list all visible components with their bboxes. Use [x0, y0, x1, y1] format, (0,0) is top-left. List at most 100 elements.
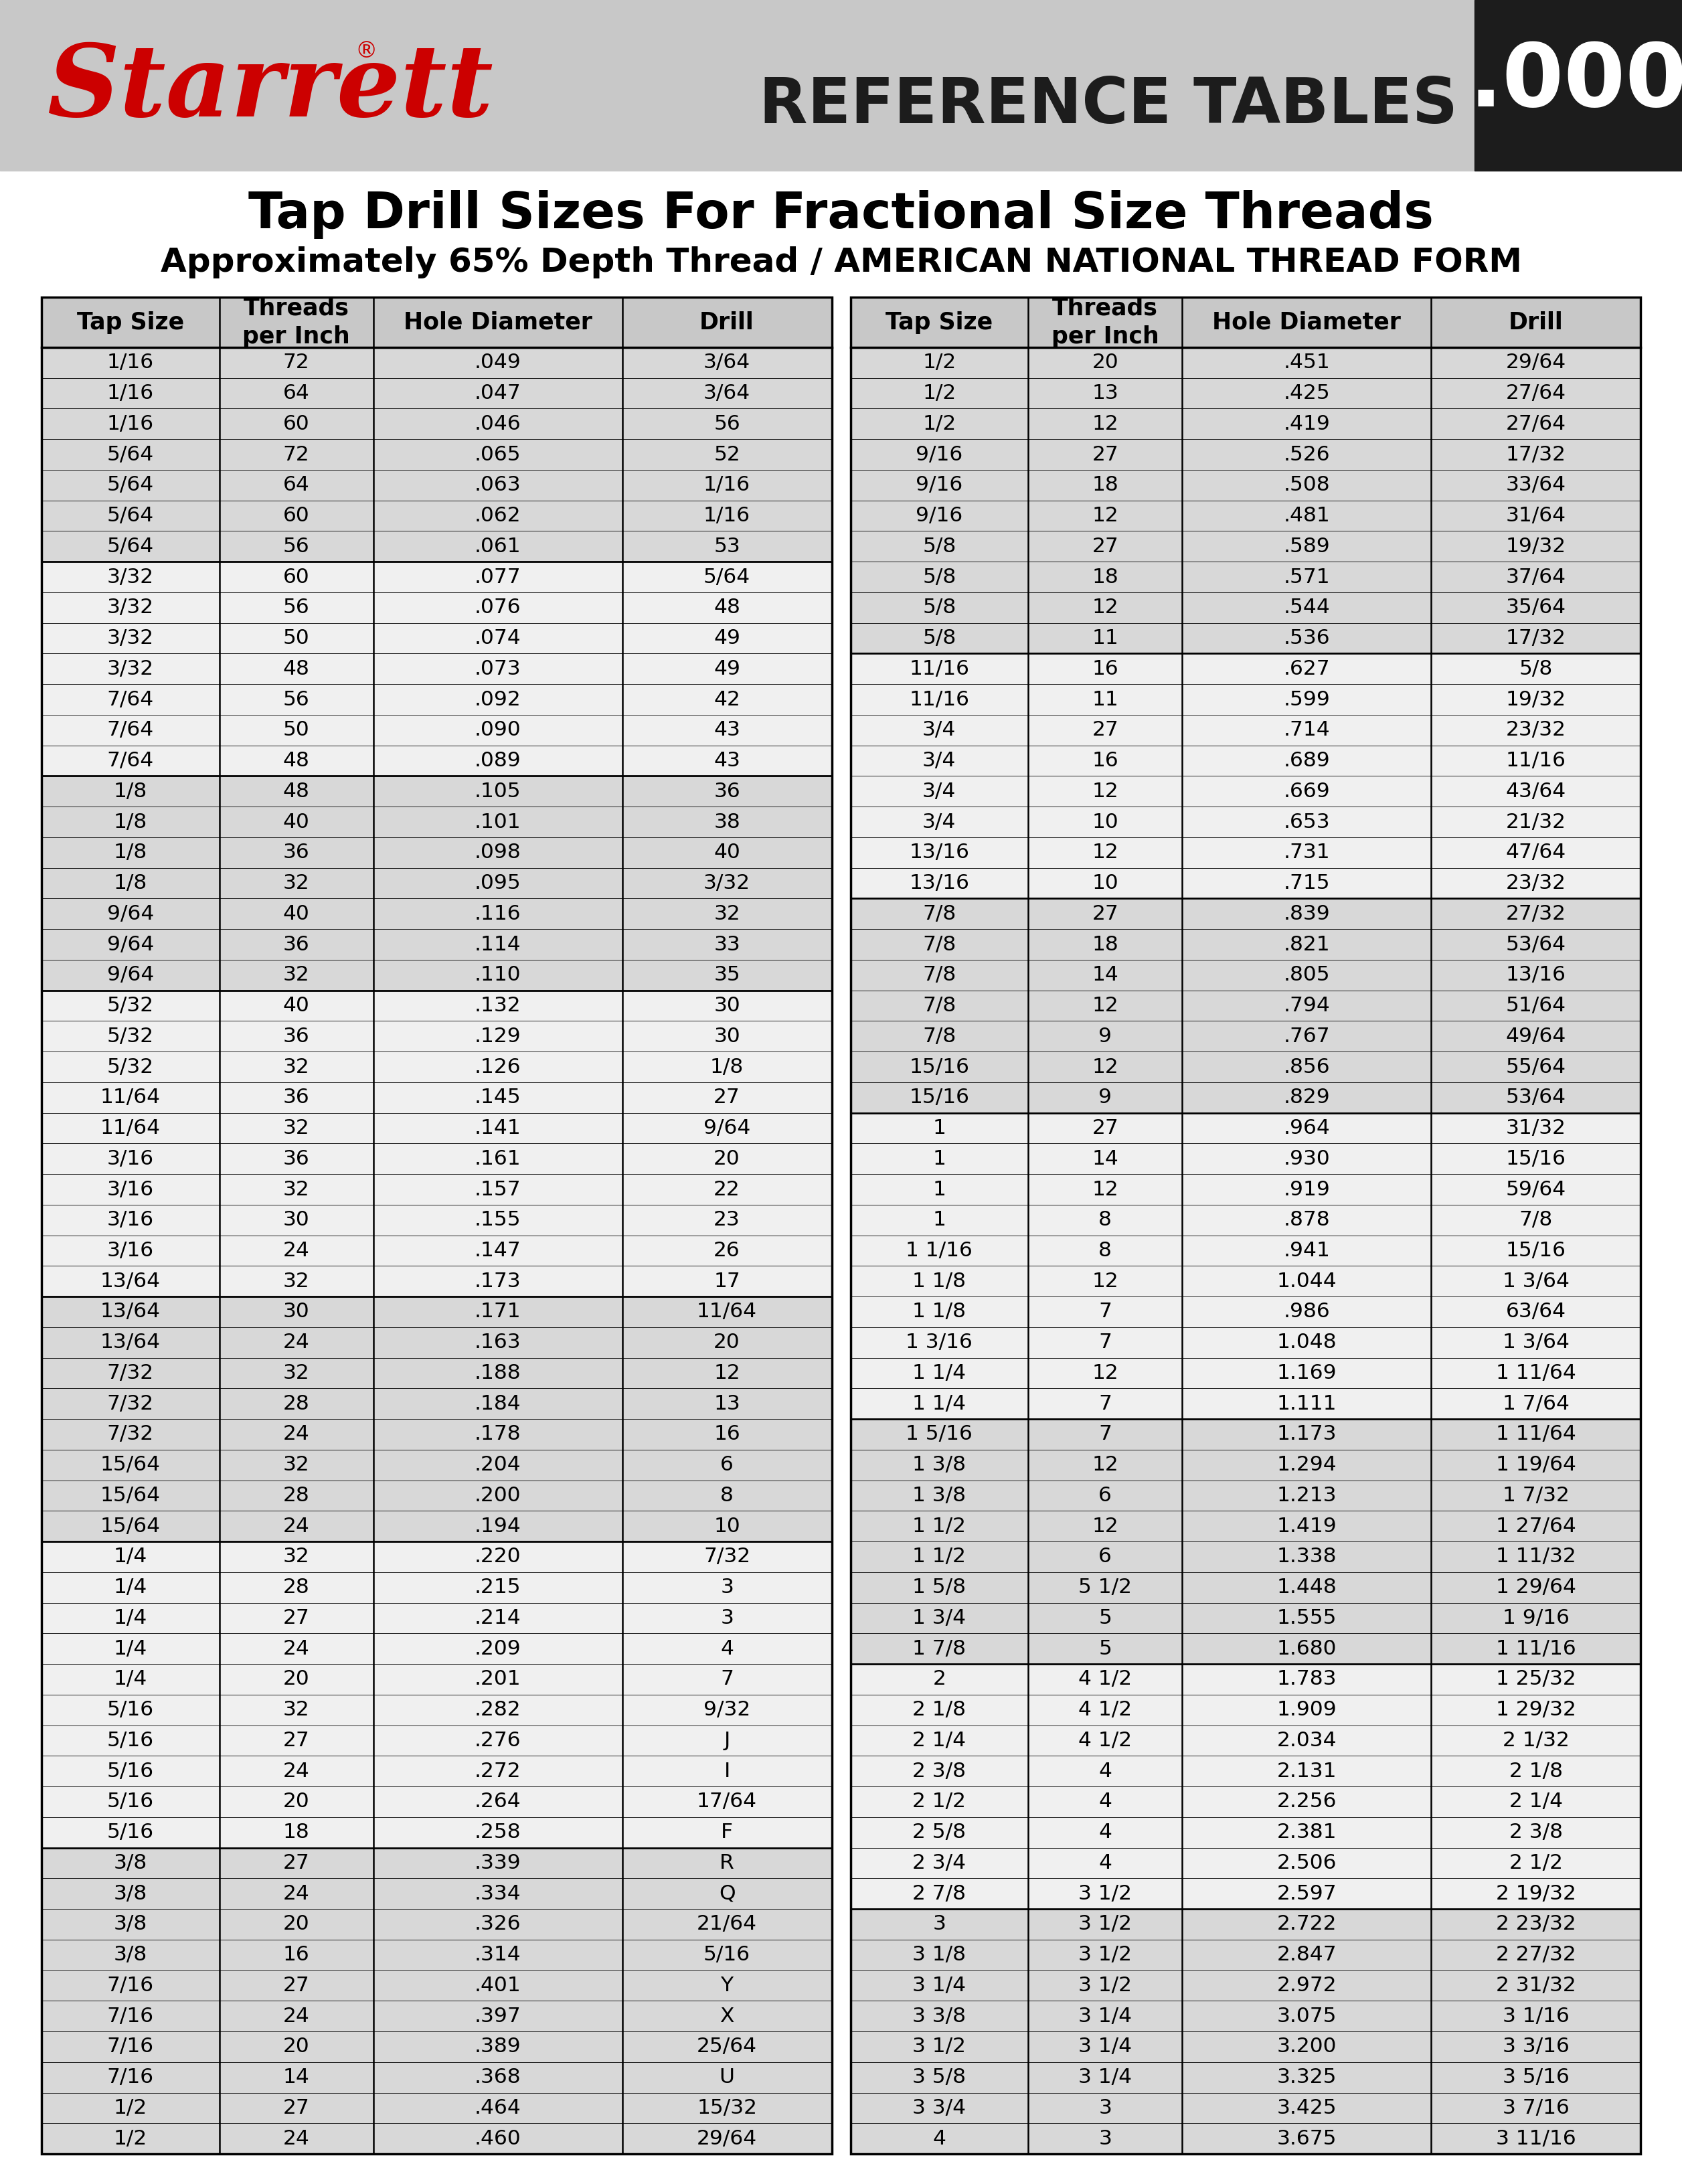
Text: X: X	[720, 2007, 733, 2027]
Text: 3/32: 3/32	[108, 629, 153, 649]
Bar	[42, 806, 219, 836]
Text: 15/64: 15/64	[101, 1516, 160, 1535]
Bar	[42, 2123, 219, 2153]
Text: 3/32: 3/32	[703, 874, 750, 893]
Text: 1 1/8: 1 1/8	[913, 1302, 965, 1321]
Text: 12: 12	[1092, 1516, 1119, 1535]
Text: .105: .105	[474, 782, 521, 802]
Bar	[622, 1389, 831, 1420]
Bar	[1431, 959, 1640, 989]
Bar	[1431, 898, 1640, 928]
Text: .065: .065	[474, 446, 521, 465]
Text: 5/16: 5/16	[108, 1732, 153, 1749]
Text: .077: .077	[474, 568, 521, 587]
Text: 3: 3	[1098, 2129, 1112, 2149]
Text: 1 9/16: 1 9/16	[1502, 1607, 1569, 1627]
Bar	[42, 561, 219, 592]
Text: .110: .110	[474, 965, 521, 985]
Bar	[373, 592, 622, 622]
Bar	[622, 1817, 831, 1848]
Text: 13/16: 13/16	[910, 843, 969, 863]
Text: 23/32: 23/32	[1505, 874, 1566, 893]
Bar	[851, 745, 1028, 775]
Text: 1.048: 1.048	[1277, 1332, 1337, 1352]
Text: 3/8: 3/8	[114, 1915, 148, 1935]
Bar	[1431, 622, 1640, 653]
Bar	[219, 561, 373, 592]
Bar	[42, 622, 219, 653]
Bar	[1028, 836, 1182, 867]
Text: 2.597: 2.597	[1277, 1885, 1337, 1902]
Text: 3/4: 3/4	[922, 812, 955, 832]
Bar	[219, 959, 373, 989]
Text: 9/16: 9/16	[915, 507, 962, 526]
Text: 9/16: 9/16	[915, 446, 962, 465]
Text: .368: .368	[474, 2068, 521, 2088]
Bar	[373, 378, 622, 408]
Text: 7/16: 7/16	[108, 2068, 153, 2088]
Text: Threads
per Inch: Threads per Inch	[242, 297, 350, 347]
Bar	[1431, 2062, 1640, 2092]
Text: 5/16: 5/16	[703, 1946, 750, 1966]
Bar	[219, 1297, 373, 1328]
Bar	[851, 347, 1028, 378]
Bar	[42, 1267, 219, 1297]
Text: 1 7/32: 1 7/32	[1502, 1485, 1569, 1505]
Bar	[1431, 1481, 1640, 1511]
Text: 3.325: 3.325	[1277, 2068, 1337, 2088]
Bar	[1431, 2031, 1640, 2062]
Text: 24: 24	[283, 1241, 309, 1260]
Bar	[1182, 2062, 1431, 2092]
Bar	[851, 1236, 1028, 1267]
Text: 3/32: 3/32	[108, 660, 153, 679]
Text: 3/4: 3/4	[922, 721, 955, 740]
Bar	[219, 1020, 373, 1053]
Bar	[373, 408, 622, 439]
Bar	[219, 1328, 373, 1358]
Bar	[1182, 1634, 1431, 1664]
Text: 32: 32	[283, 1363, 309, 1382]
Bar	[1182, 1572, 1431, 1603]
Bar	[373, 1695, 622, 1725]
Text: 2: 2	[932, 1669, 945, 1688]
Text: 9/32: 9/32	[703, 1699, 750, 1719]
Bar	[219, 1083, 373, 1114]
Text: 7/64: 7/64	[108, 751, 153, 771]
Bar	[622, 470, 831, 500]
Bar	[42, 470, 219, 500]
Bar	[219, 1909, 373, 1939]
Text: I: I	[723, 1762, 730, 1780]
Bar	[851, 297, 1028, 347]
Text: 42: 42	[713, 690, 740, 710]
Bar	[42, 714, 219, 745]
Text: 1.909: 1.909	[1277, 1699, 1337, 1719]
Bar	[1431, 745, 1640, 775]
Bar	[42, 1970, 219, 2001]
Bar	[622, 1144, 831, 1175]
Text: 7/8: 7/8	[922, 1026, 955, 1046]
Text: 40: 40	[283, 904, 309, 924]
Text: 3: 3	[932, 1915, 945, 1935]
Text: 12: 12	[1092, 507, 1119, 526]
Text: 5/8: 5/8	[1519, 660, 1552, 679]
Text: 27: 27	[1092, 721, 1119, 740]
Text: 1.448: 1.448	[1277, 1577, 1337, 1597]
Text: Tap Size: Tap Size	[77, 310, 183, 334]
Text: 7/64: 7/64	[108, 690, 153, 710]
Bar	[219, 1114, 373, 1144]
Text: .098: .098	[474, 843, 521, 863]
Text: 8: 8	[1098, 1210, 1112, 1230]
Bar	[1431, 653, 1640, 684]
Bar	[1431, 1206, 1640, 1236]
Text: 5/64: 5/64	[108, 476, 153, 496]
Text: 56: 56	[713, 415, 740, 435]
Text: .930: .930	[1283, 1149, 1330, 1168]
Text: .839: .839	[1283, 904, 1330, 924]
Bar	[42, 1817, 219, 1848]
Text: Tap Size: Tap Size	[886, 310, 992, 334]
Bar	[851, 1664, 1028, 1695]
Text: 1: 1	[932, 1179, 945, 1199]
Bar	[851, 684, 1028, 714]
Text: 11/64: 11/64	[696, 1302, 757, 1321]
Text: .209: .209	[474, 1638, 521, 1658]
